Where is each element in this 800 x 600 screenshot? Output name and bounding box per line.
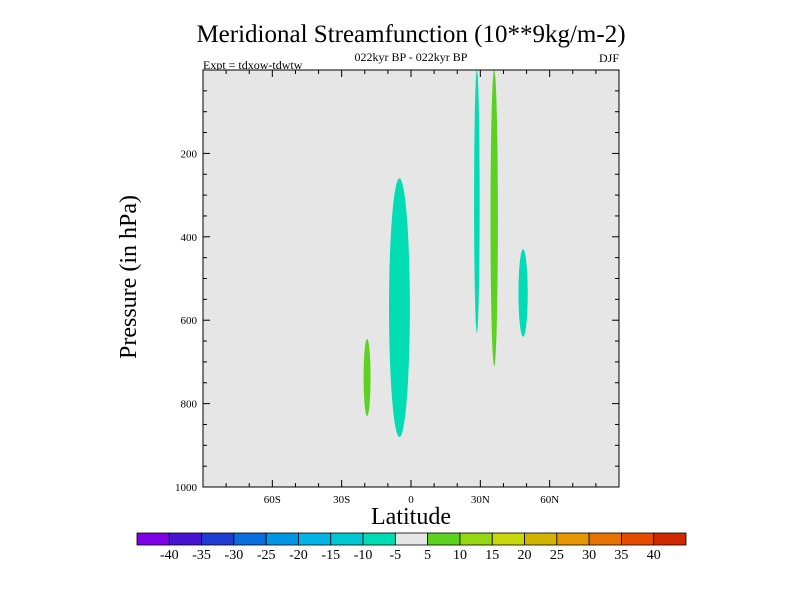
colorbar-label: -30 (225, 548, 244, 563)
x-tick-label: 0 (408, 494, 414, 506)
y-tick-label: 400 (181, 232, 198, 244)
colorbar-swatch (653, 532, 687, 546)
colorbar-label: -40 (160, 548, 179, 563)
colorbar: -40 -35 -30 -25 -20 -15 -10 -5 5 10 15 20 25 30 35 40 (136, 532, 687, 563)
colorbar-label: 35 (614, 548, 628, 563)
colorbar-label: -25 (257, 548, 276, 563)
axes: 60S 30S 0 30N 60N 200 400 600 800 1000 (175, 69, 620, 506)
colorbar-swatch (201, 532, 235, 546)
colorbar-swatch (459, 532, 493, 546)
region-sh-tropics-negative (389, 178, 410, 437)
region-48n-negative (518, 249, 528, 337)
season-label: DJF (599, 51, 619, 65)
colorbar-swatch (330, 532, 364, 546)
y-axis-label: Pressure (in hPa) (116, 195, 142, 359)
colorbar-swatch (265, 532, 299, 546)
colorbar-label: -20 (289, 548, 308, 563)
colorbar-swatch (621, 532, 655, 546)
x-tick-label: 60N (540, 494, 559, 506)
colorbar-label: -15 (321, 548, 340, 563)
colorbar-label: 20 (518, 548, 532, 563)
chart-subtitle: 022kyr BP - 022kyr BP (355, 50, 468, 64)
colorbar-swatch (491, 532, 525, 546)
colorbar-label: -10 (354, 548, 373, 563)
colorbar-swatch (168, 532, 202, 546)
plot-background (203, 70, 619, 487)
colorbar-swatch (136, 532, 170, 546)
colorbar-swatch (233, 532, 267, 546)
colorbar-label: 25 (550, 548, 564, 563)
region-30s-positive (363, 338, 371, 417)
x-tick-label: 30S (333, 494, 350, 506)
colorbar-swatch (556, 532, 590, 546)
colorbar-swatch (524, 532, 558, 546)
colorbar-swatch (298, 532, 332, 546)
colorbar-label: -35 (192, 548, 211, 563)
colorbar-swatch (588, 532, 622, 546)
colorbar-label: 40 (647, 548, 661, 563)
colorbar-label: 10 (453, 548, 467, 563)
x-axis-label: Latitude (371, 504, 451, 530)
colorbar-label: 30 (582, 548, 596, 563)
colorbar-swatch (427, 532, 461, 546)
y-tick-label: 800 (181, 399, 198, 411)
y-tick-label: 600 (181, 315, 198, 327)
x-tick-label: 60S (264, 494, 281, 506)
colorbar-swatch (394, 532, 429, 546)
colorbar-label: 15 (485, 548, 499, 563)
y-tick-label: 200 (181, 148, 198, 160)
y-tick-label: 1000 (175, 482, 198, 494)
colorbar-label: 5 (424, 548, 431, 563)
experiment-label: Expt = tdxow-tdwtw (203, 58, 303, 72)
region-35n-positive (490, 70, 498, 367)
region-30n-negative (474, 70, 480, 333)
plot-area (203, 70, 619, 487)
chart-title: Meridional Streamfunction (10**9kg/m-2) (196, 21, 625, 48)
colorbar-label: -5 (390, 548, 402, 563)
colorbar-swatch (362, 532, 396, 546)
x-tick-label: 30N (471, 494, 490, 506)
